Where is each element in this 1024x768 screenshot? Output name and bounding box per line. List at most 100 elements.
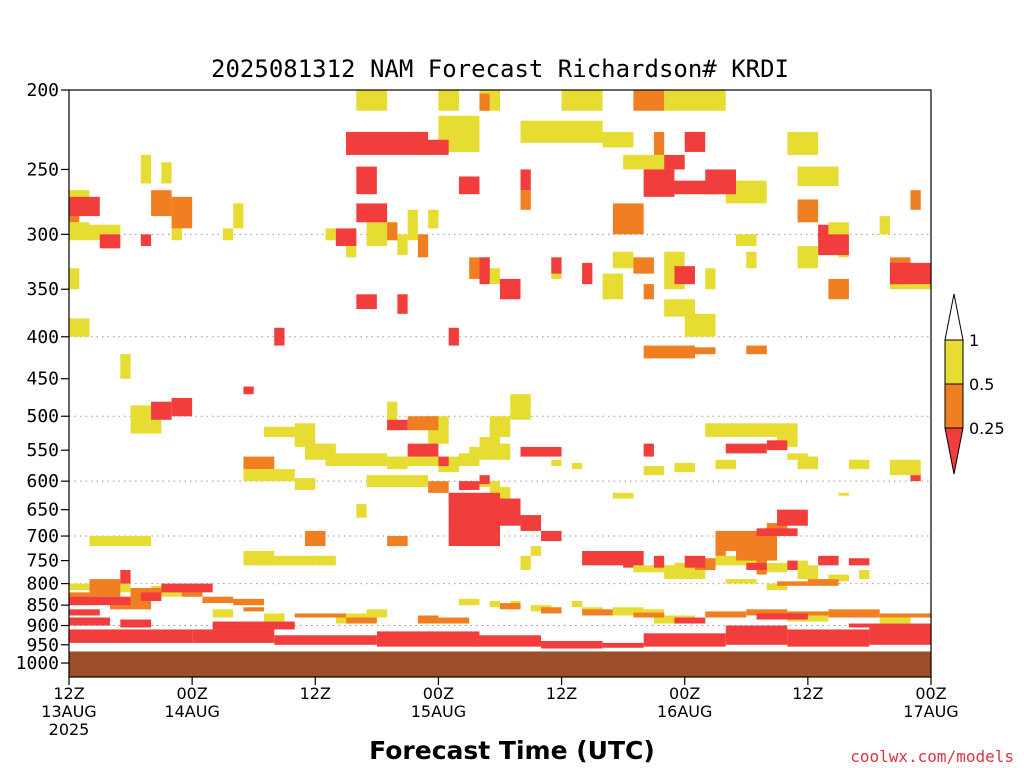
ri-cell-level-1 [612, 492, 634, 499]
ri-cell-level-1 [356, 504, 367, 518]
ri-cell-level-2 [828, 609, 880, 618]
ri-cell-level-1 [520, 555, 531, 570]
y-tick-label: 550 [26, 440, 59, 461]
ri-cell-level-3 [346, 131, 429, 155]
ri-cell-level-1 [643, 466, 665, 476]
ri-cell-level-3 [417, 139, 449, 155]
ri-cell-level-1 [623, 154, 665, 170]
ri-cell-level-3 [120, 619, 152, 628]
ri-cell-level-3 [69, 596, 131, 606]
ri-cell-level-3 [756, 613, 808, 620]
ri-cell-level-1 [294, 478, 316, 490]
ri-cell-level-3 [212, 621, 295, 630]
ri-cell-level-2 [787, 611, 829, 616]
x-tick-label: 15AUG [411, 702, 466, 721]
ri-cell-level-1 [366, 609, 388, 618]
ri-cell-level-3 [376, 631, 480, 647]
ri-cell-level-3 [848, 623, 880, 628]
ri-cell-level-1 [489, 600, 500, 608]
ri-cell-level-1 [356, 90, 388, 111]
ri-cell-level-1 [664, 299, 695, 317]
ri-cell-level-2 [766, 523, 788, 531]
ri-cell-level-3 [356, 203, 388, 223]
ri-cell-level-3 [69, 196, 100, 217]
x-tick-label: 14AUG [164, 702, 219, 721]
ri-cell-level-1 [458, 598, 480, 606]
ri-cell-level-1 [664, 90, 726, 111]
y-tick-label: 400 [26, 327, 59, 348]
ri-cell-level-1 [387, 401, 398, 431]
ri-cell-level-1 [263, 613, 285, 622]
ri-cell-level-3 [643, 633, 726, 647]
ri-cell-level-2 [387, 536, 408, 547]
ri-cell-level-2 [807, 579, 839, 586]
ri-cell-level-3 [274, 327, 285, 346]
ri-cell-level-2 [756, 536, 767, 575]
legend-swatch [944, 339, 964, 385]
ri-cell-level-2 [582, 609, 613, 616]
ri-cell-level-2 [387, 222, 398, 241]
ri-cell-level-3 [387, 419, 408, 431]
ri-cell-level-2 [151, 190, 172, 217]
ri-cell-level-1 [725, 579, 757, 584]
ri-cell-level-2 [910, 613, 931, 618]
ri-cell-level-2 [407, 416, 439, 431]
y-tick-label: 250 [26, 159, 59, 180]
y-tick-label: 700 [26, 526, 59, 547]
ri-cell-level-2 [633, 612, 665, 618]
x-tick-label: 13AUG [41, 702, 96, 721]
ri-cell-level-1 [233, 203, 244, 229]
ri-cell-level-2 [428, 481, 449, 493]
ri-cell-level-2 [171, 196, 193, 229]
ri-cell-level-1 [879, 216, 890, 235]
ri-cell-level-3 [787, 560, 798, 570]
ri-cell-level-3 [479, 635, 542, 647]
x-tick-label: 12Z [546, 684, 577, 703]
ri-cell-level-2 [653, 131, 665, 155]
ri-cell-level-2 [520, 190, 531, 210]
y-axis: 200 250 300 350 400 450 500 550 600 650 700 7508008… [16, 80, 69, 674]
ri-cell-level-1 [612, 251, 634, 269]
ri-cell-level-1 [787, 131, 819, 155]
ri-cell-level-2 [541, 607, 562, 614]
ri-cell-level-2 [612, 203, 644, 235]
ri-cell-level-3 [684, 131, 706, 152]
ri-cell-level-1 [212, 609, 234, 618]
ri-cell-level-1 [315, 555, 336, 566]
ri-cell-level-3 [500, 498, 521, 526]
ri-cell-level-1 [161, 162, 172, 184]
ri-cell-level-3 [458, 176, 480, 195]
ri-cell-level-1 [69, 222, 90, 241]
ri-cell-level-1 [253, 555, 316, 566]
ri-cell-level-3 [448, 492, 500, 547]
ri-cell-level-2 [438, 617, 470, 624]
ri-cell-level-1 [222, 228, 234, 241]
ri-cell-level-3 [869, 623, 931, 645]
y-tick-label: 500 [26, 406, 59, 427]
y-tick-label: 800 [26, 574, 59, 595]
ri-cell-level-3 [848, 558, 870, 566]
ri-cell-level-1 [602, 131, 634, 148]
ri-cell-level-3 [664, 154, 685, 170]
ri-cell-level-2 [346, 617, 377, 624]
ri-cell-level-2 [417, 234, 429, 258]
ri-cell-level-3 [725, 625, 788, 645]
ri-cell-level-3 [787, 629, 870, 647]
ri-cell-level-1 [859, 569, 870, 580]
ri-cell-level-1 [530, 546, 542, 556]
ri-cell-level-1 [551, 459, 562, 467]
ri-cell-level-1 [263, 426, 295, 437]
x-tick-label: 17AUG [903, 702, 958, 721]
ri-cell-level-3 [356, 294, 377, 310]
ri-cell-level-1 [838, 492, 849, 496]
ri-cell-level-3 [69, 629, 193, 643]
ri-cell-level-3 [274, 635, 377, 645]
ground-fill [69, 651, 931, 677]
ri-cell-level-3 [777, 509, 808, 526]
ri-cell-level-2 [89, 579, 121, 597]
x-tick-label: 16AUG [657, 702, 712, 721]
ri-cell-level-1 [500, 423, 511, 434]
ri-cell-level-1 [479, 436, 500, 451]
ri-cell-level-2 [705, 611, 747, 618]
